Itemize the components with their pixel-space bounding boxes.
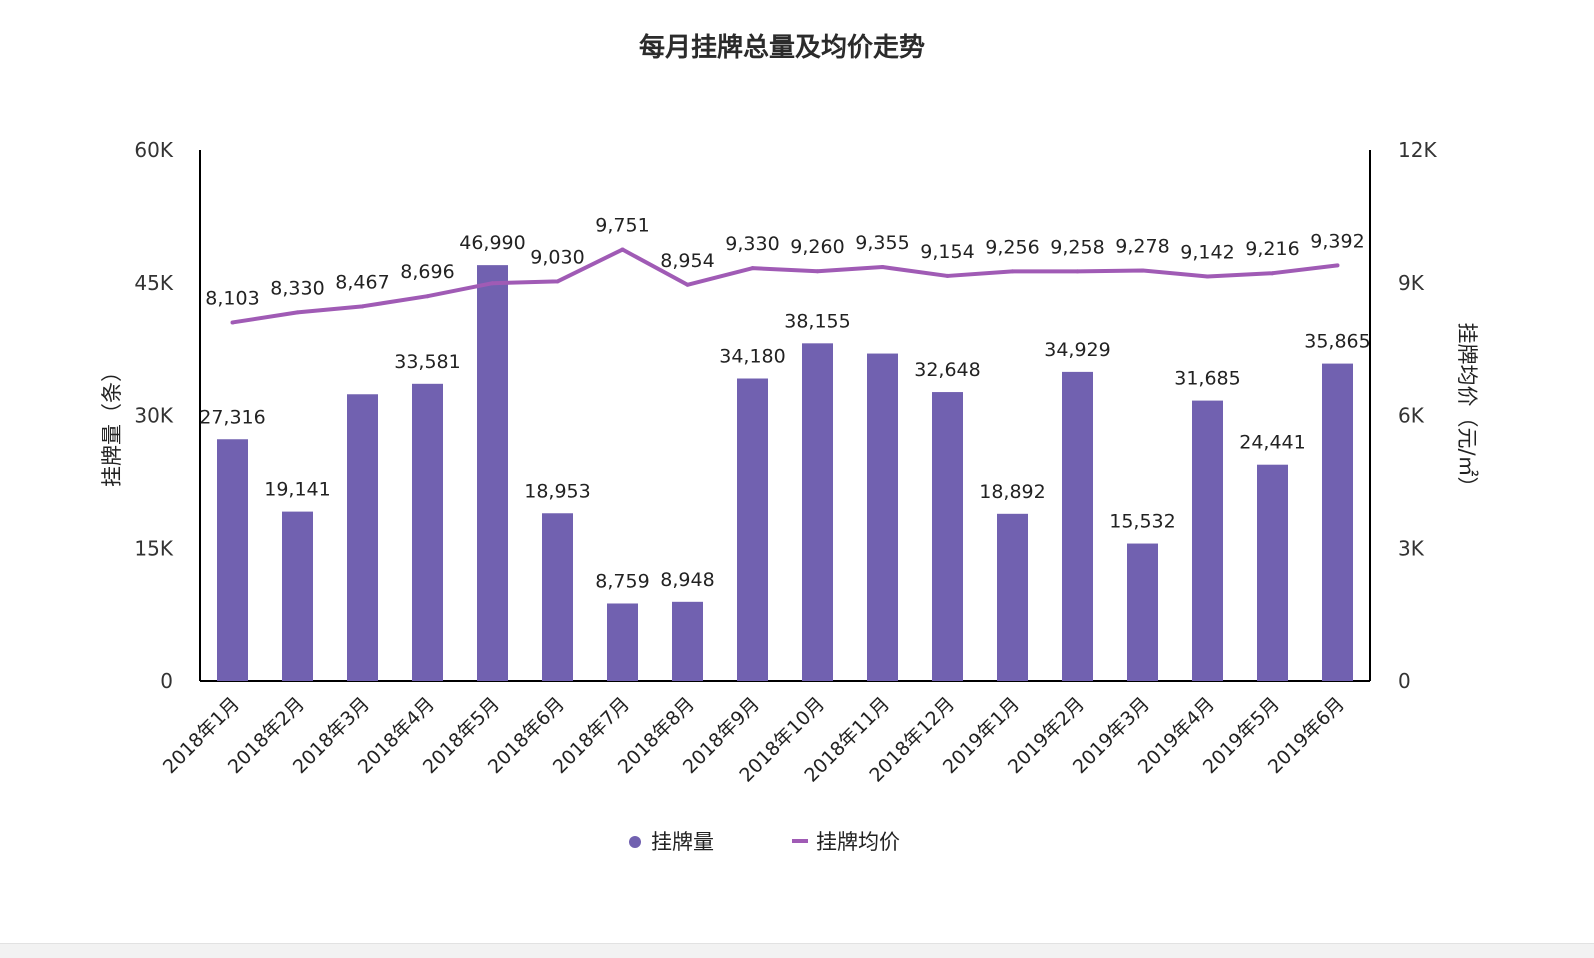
price-value-label: 9,330 — [725, 233, 779, 255]
price-point — [230, 320, 235, 325]
bar-value-label: 19,141 — [264, 479, 330, 501]
price-line-path — [232, 247, 1338, 325]
left-tick-label: 15K — [134, 536, 173, 560]
bar — [802, 343, 833, 681]
bar-value-label: 34,180 — [719, 346, 785, 368]
price-value-label: 8,467 — [335, 271, 389, 293]
bar-value-label: 33,581 — [394, 351, 460, 373]
price-value-label: 9,142 — [1180, 241, 1234, 263]
price-point — [1075, 269, 1080, 274]
right-axis-title: 挂牌均价（元/㎡） — [1455, 322, 1479, 497]
bar — [997, 513, 1028, 681]
bar-value-label: 27,316 — [199, 406, 265, 428]
right-tick-label: 9K — [1398, 271, 1425, 295]
bar-value-label: 8,759 — [595, 570, 649, 592]
bar — [867, 353, 898, 681]
price-value-label: 9,392 — [1310, 230, 1364, 252]
price-point — [620, 247, 625, 252]
right-tick-label: 12K — [1398, 138, 1437, 162]
right-tick-label: 3K — [1398, 536, 1425, 560]
bar — [542, 513, 573, 681]
price-point — [1140, 268, 1145, 273]
left-tick-label: 45K — [134, 271, 173, 295]
bar-value-label: 35,865 — [1304, 331, 1370, 353]
price-point — [1335, 263, 1340, 268]
legend-bar-marker — [629, 836, 641, 848]
bar — [1257, 464, 1288, 681]
bar — [412, 383, 443, 681]
legend-bar-label: 挂牌量 — [651, 830, 714, 854]
price-value-label: 9,216 — [1245, 238, 1299, 260]
price-value-label: 9,154 — [920, 241, 974, 263]
price-point — [555, 279, 560, 284]
price-line — [230, 247, 1340, 325]
price-value-label: 8,103 — [205, 287, 259, 309]
bar — [347, 394, 378, 681]
bar — [1192, 400, 1223, 681]
chart-title: 每月挂牌总量及均价走势 — [639, 32, 925, 63]
left-tick-label: 30K — [134, 404, 173, 428]
left-tick-label: 0 — [160, 669, 173, 693]
bar — [217, 439, 248, 681]
data-labels: 27,316 19,141 33,581 46,990 18,953 8,759 8,948… — [199, 215, 1370, 593]
bar — [1322, 363, 1353, 681]
bar — [1062, 371, 1093, 681]
price-point — [425, 294, 430, 299]
bar-value-label: 24,441 — [1239, 432, 1305, 454]
legend-line-label: 挂牌均价 — [816, 830, 900, 854]
left-tick-label: 60K — [134, 138, 173, 162]
price-point — [1205, 274, 1210, 279]
price-point — [1010, 269, 1015, 274]
bars — [217, 265, 1353, 681]
right-axis-title-group: 挂牌均价（元/㎡） — [1455, 322, 1479, 497]
right-tick-label: 0 — [1398, 669, 1411, 693]
price-point — [295, 310, 300, 315]
price-value-label: 9,258 — [1050, 236, 1104, 258]
left-axis-title: 挂牌量（条） — [100, 361, 124, 487]
bottom-strip — [0, 943, 1594, 958]
price-value-label: 9,260 — [790, 236, 844, 258]
price-value-label: 9,256 — [985, 236, 1039, 258]
price-point — [750, 266, 755, 271]
price-point — [945, 273, 950, 278]
bar — [932, 392, 963, 681]
bar-value-label: 31,685 — [1174, 368, 1240, 390]
bar-value-label: 8,948 — [660, 569, 714, 591]
bar-value-label: 38,155 — [784, 310, 850, 332]
bar — [282, 511, 313, 681]
bar-value-label: 32,648 — [914, 359, 980, 381]
x-tick-labels: 2018年1月2018年2月2018年3月2018年4月2018年5月2018年… — [159, 693, 1349, 787]
price-value-label: 9,278 — [1115, 235, 1169, 257]
legend: 挂牌量 挂牌均价 — [629, 830, 900, 854]
bar-value-label: 18,953 — [524, 480, 590, 502]
bar-value-label: 34,929 — [1044, 339, 1110, 361]
price-point — [815, 269, 820, 274]
axes: 0 15K 30K 45K 60K 0 3K 6K 9K 12K — [134, 138, 1437, 693]
bar-value-label: 46,990 — [459, 232, 525, 254]
price-point — [685, 282, 690, 287]
bar-value-label: 18,892 — [979, 481, 1045, 503]
price-point — [490, 281, 495, 286]
price-point — [360, 304, 365, 309]
price-point — [1270, 271, 1275, 276]
price-point — [880, 265, 885, 270]
bar — [607, 603, 638, 681]
bar — [737, 378, 768, 681]
bar — [1127, 543, 1158, 681]
price-value-label: 8,330 — [270, 277, 324, 299]
price-value-label: 9,751 — [595, 215, 649, 237]
price-value-label: 9,030 — [530, 246, 584, 268]
right-tick-label: 6K — [1398, 404, 1425, 428]
bar — [672, 601, 703, 681]
left-axis-title-group: 挂牌量（条） — [100, 361, 124, 487]
price-value-label: 8,954 — [660, 250, 714, 272]
price-value-label: 9,355 — [855, 232, 909, 254]
bar-value-label: 15,532 — [1109, 511, 1175, 533]
price-value-label: 8,696 — [400, 261, 454, 283]
bar — [477, 265, 508, 681]
